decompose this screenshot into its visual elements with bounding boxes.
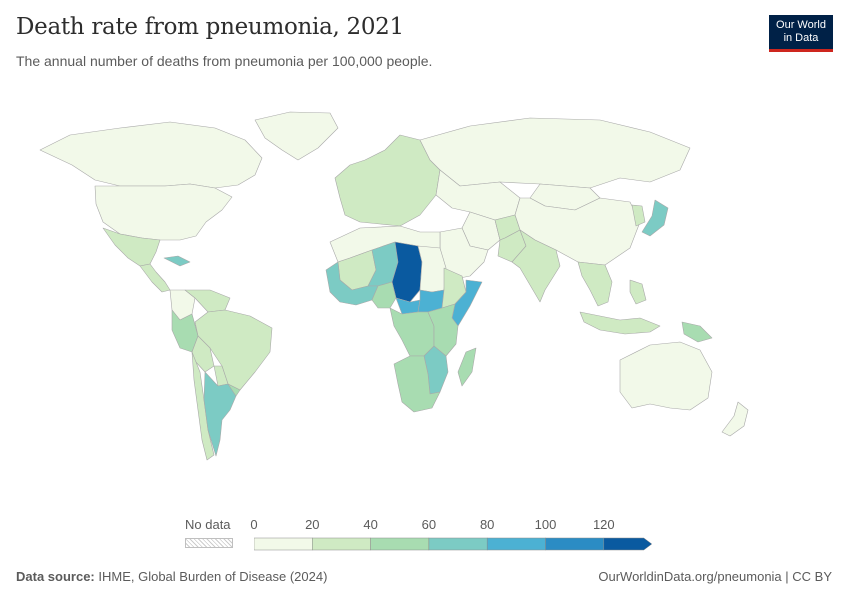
color-legend: No data 0 20 40 60 80 100 120 <box>0 512 850 552</box>
region-korea[interactable] <box>631 204 646 227</box>
no-data-label: No data <box>185 517 231 532</box>
region-east-africa[interactable] <box>427 303 459 357</box>
legend-tick-100: 100 <box>534 517 557 532</box>
region-southeast-asia[interactable] <box>577 261 613 307</box>
region-papua-new-guinea[interactable] <box>681 321 713 343</box>
legend-bin-1[interactable] <box>312 537 371 551</box>
legend-bin-6[interactable] <box>603 537 653 551</box>
region-philippines[interactable] <box>629 279 647 305</box>
region-uruguay[interactable] <box>227 383 241 397</box>
legend-tick-120: 120 <box>592 517 615 532</box>
chart-subtitle: The annual number of deaths from pneumon… <box>16 53 433 69</box>
region-india[interactable] <box>511 229 561 303</box>
region-new-zealand[interactable] <box>721 401 749 437</box>
no-data-swatch <box>185 538 233 548</box>
region-mexico[interactable] <box>102 227 161 267</box>
region-madagascar[interactable] <box>457 347 477 387</box>
region-central-america[interactable] <box>139 263 171 293</box>
region-united-states[interactable] <box>94 183 233 241</box>
region-central-africa[interactable] <box>389 307 435 357</box>
legend-tick-40: 40 <box>363 517 378 532</box>
legend-bin-2[interactable] <box>370 537 430 551</box>
region-canada[interactable] <box>39 121 263 189</box>
logo-line-1: Our World <box>776 19 826 31</box>
legend-tick-60: 60 <box>421 517 437 532</box>
region-indonesia[interactable] <box>579 311 661 335</box>
region-greenland[interactable] <box>254 111 339 161</box>
data-source-label: Data source: <box>16 569 95 584</box>
chart-title: Death rate from pneumonia, 2021 <box>16 14 404 40</box>
legend-bin-3[interactable] <box>428 537 488 551</box>
data-source-text[interactable]: IHME, Global Burden of Disease (2024) <box>98 569 328 584</box>
data-source: Data source: IHME, Global Burden of Dise… <box>16 569 327 584</box>
region-argentina[interactable] <box>203 371 237 457</box>
region-japan[interactable] <box>641 199 669 237</box>
region-russia[interactable] <box>419 117 691 189</box>
region-southern-africa[interactable] <box>393 355 441 413</box>
legend-tick-20: 20 <box>305 517 320 532</box>
region-chad[interactable] <box>391 241 423 303</box>
legend-tick-0: 0 <box>250 517 258 532</box>
source-url[interactable]: OurWorldinData.org/pneumonia | CC BY <box>598 569 832 584</box>
legend-bin-4[interactable] <box>486 537 546 551</box>
logo-line-2: in Data <box>783 32 819 44</box>
color-scale <box>254 537 653 551</box>
legend-bin-5[interactable] <box>545 537 605 551</box>
legend-bin-0[interactable] <box>254 537 313 551</box>
legend-tick-80: 80 <box>479 517 495 532</box>
region-chile[interactable] <box>191 351 215 461</box>
region-cuba[interactable] <box>163 255 191 267</box>
world-map[interactable] <box>0 95 850 505</box>
owid-logo[interactable]: Our World in Data <box>769 15 833 52</box>
region-australia[interactable] <box>619 341 713 411</box>
